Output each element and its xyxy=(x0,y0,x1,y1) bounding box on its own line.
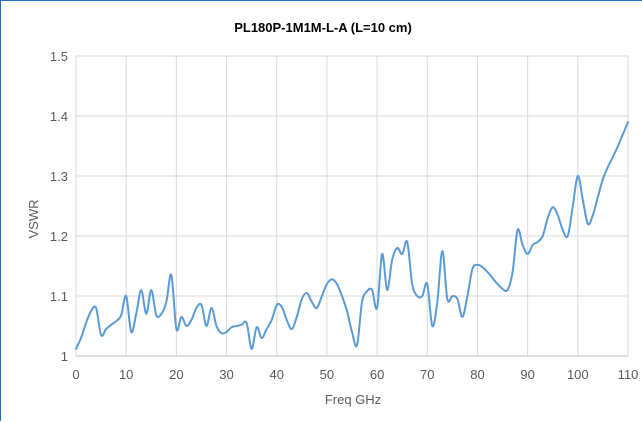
x-tick-label: 20 xyxy=(169,367,183,382)
x-tick-labels: 0 10 20 30 40 50 60 70 80 90 100 110 xyxy=(72,367,638,382)
x-tick-label: 50 xyxy=(320,367,334,382)
x-tick-label: 70 xyxy=(420,367,434,382)
y-tick-label: 1.5 xyxy=(50,49,68,64)
y-tick-label: 1.1 xyxy=(50,289,68,304)
grid xyxy=(75,55,629,357)
y-tick-label: 1.4 xyxy=(50,109,68,124)
x-tick-label: 100 xyxy=(567,367,589,382)
x-tick-label: 110 xyxy=(618,367,639,382)
x-tick-label: 60 xyxy=(370,367,384,382)
y-tick-labels: 1 1.1 1.2 1.3 1.4 1.5 xyxy=(50,49,68,364)
x-tick-label: 10 xyxy=(119,367,133,382)
y-tick-label: 1 xyxy=(61,349,68,364)
chart-title: PL180P-1M1M-L-A (L=10 cm) xyxy=(234,20,412,35)
series-line xyxy=(75,121,629,350)
x-tick-label: 30 xyxy=(219,367,233,382)
y-axis-label: VSWR xyxy=(26,200,41,239)
x-axis-label: Freq GHz xyxy=(325,392,381,407)
y-tick-label: 1.3 xyxy=(50,169,68,184)
x-tick-label: 90 xyxy=(520,367,534,382)
x-tick-label: 80 xyxy=(470,367,484,382)
x-tick-label: 40 xyxy=(269,367,283,382)
y-tick-label: 1.2 xyxy=(50,229,68,244)
x-tick-label: 0 xyxy=(72,367,79,382)
